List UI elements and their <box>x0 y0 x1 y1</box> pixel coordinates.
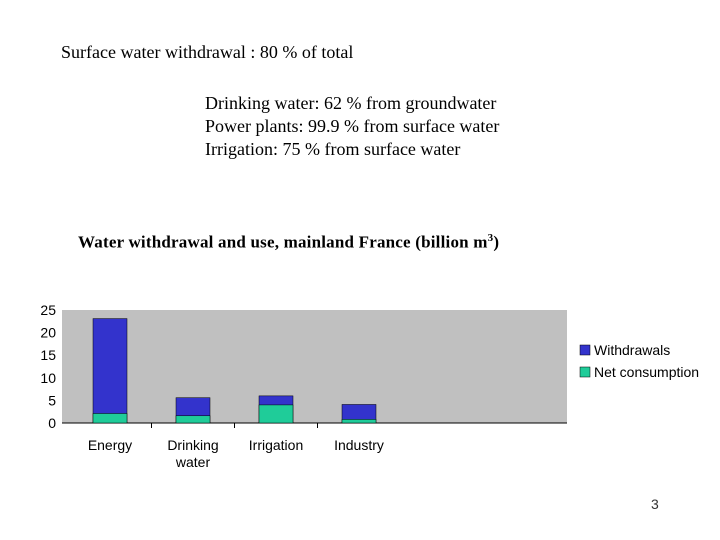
chart-title: Water withdrawal and use, mainland Franc… <box>78 232 499 253</box>
y-tick-label: 5 <box>48 392 56 408</box>
x-axis: Energy Drinking water Irrigation Industry <box>62 422 567 470</box>
bars <box>92 318 377 424</box>
y-tick-label: 20 <box>40 325 56 341</box>
x-tick-label: Industry <box>334 437 384 453</box>
fact-irrigation: Irrigation: 75 % from surface water <box>205 139 461 159</box>
y-tick-label: 10 <box>40 370 56 386</box>
fact-power-plants: Power plants: 99.9 % from surface water <box>205 116 500 136</box>
chart-title-text: Water withdrawal and use, mainland Franc… <box>78 232 488 252</box>
facts-list: Drinking water: 62 % from groundwater Po… <box>205 92 499 161</box>
y-tick-label: 15 <box>40 347 56 363</box>
chart-title-suffix: ) <box>493 232 500 252</box>
bar-net-consumption <box>258 404 294 424</box>
x-tick-label: Drinking water <box>167 437 218 470</box>
page-number: 3 <box>651 496 659 512</box>
x-tick-label: Energy <box>88 437 132 453</box>
bar-withdrawals <box>92 318 128 424</box>
y-axis: 0 5 10 15 20 25 <box>40 302 56 431</box>
bar-net-consumption <box>175 415 211 424</box>
legend: Withdrawals Net consumption <box>579 342 699 380</box>
legend-swatch <box>579 344 591 356</box>
bar-net-consumption <box>341 419 377 424</box>
headline-text: Surface water withdrawal : 80 % of total <box>61 42 354 62</box>
plot-area <box>62 310 567 423</box>
legend-label: Withdrawals <box>594 342 670 358</box>
bar-net-consumption <box>92 413 128 424</box>
x-tick-label: Irrigation <box>249 437 303 453</box>
chart-title-superscript: 3 <box>487 232 494 244</box>
y-tick-label: 0 <box>48 415 56 431</box>
bar-chart: 0 5 10 15 20 25 Energy Drinking water Irrigation… <box>40 302 699 470</box>
legend-label: Net consumption <box>594 364 699 380</box>
y-tick-label: 25 <box>40 302 56 318</box>
fact-drinking-water: Drinking water: 62 % from groundwater <box>205 93 497 113</box>
legend-swatch <box>579 366 591 378</box>
